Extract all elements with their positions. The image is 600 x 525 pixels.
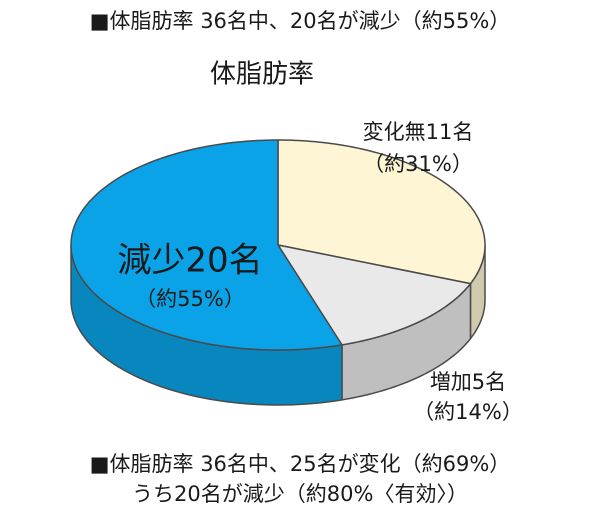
footnote: ■体脂肪率 36名中、25名が変化（約69%） bbox=[90, 452, 511, 476]
footnote: うち20名が減少（約80%〈有効〉） bbox=[132, 482, 468, 506]
chart-title: 体脂肪率 bbox=[210, 60, 314, 90]
value-label: （約55%） bbox=[135, 287, 245, 311]
chart-header: ■体脂肪率 36名中、20名が減少（約55%） bbox=[90, 9, 511, 33]
slice-label: 変化無11名 bbox=[363, 120, 474, 144]
slice-label: 減少20名 bbox=[117, 241, 262, 281]
value-label: （約31%） bbox=[363, 152, 473, 176]
slice bbox=[277, 139, 486, 285]
value-label: （約14%） bbox=[413, 400, 523, 424]
slice bbox=[70, 139, 343, 351]
pie bbox=[70, 139, 486, 406]
slice-label: 増加5名 bbox=[430, 370, 506, 394]
